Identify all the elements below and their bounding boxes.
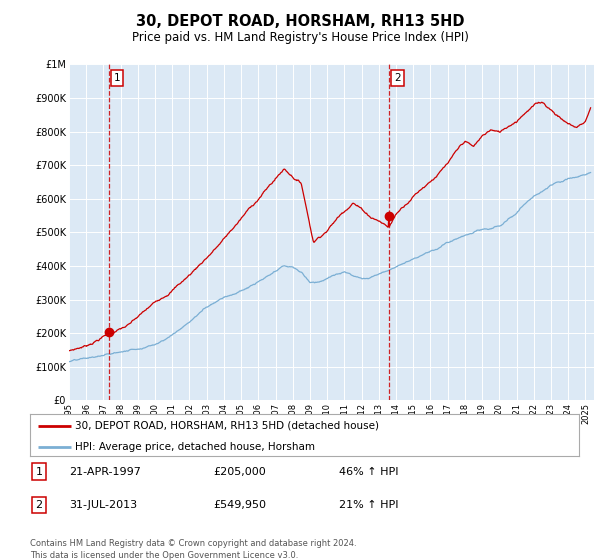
Text: 2: 2 xyxy=(394,73,401,83)
Text: HPI: Average price, detached house, Horsham: HPI: Average price, detached house, Hors… xyxy=(75,442,315,452)
Text: 21% ↑ HPI: 21% ↑ HPI xyxy=(339,500,398,510)
Text: £549,950: £549,950 xyxy=(213,500,266,510)
Text: 46% ↑ HPI: 46% ↑ HPI xyxy=(339,466,398,477)
Text: 2: 2 xyxy=(35,500,43,510)
Text: 30, DEPOT ROAD, HORSHAM, RH13 5HD (detached house): 30, DEPOT ROAD, HORSHAM, RH13 5HD (detac… xyxy=(75,421,379,431)
Text: Price paid vs. HM Land Registry's House Price Index (HPI): Price paid vs. HM Land Registry's House … xyxy=(131,31,469,44)
Text: 30, DEPOT ROAD, HORSHAM, RH13 5HD: 30, DEPOT ROAD, HORSHAM, RH13 5HD xyxy=(136,14,464,29)
Text: 21-APR-1997: 21-APR-1997 xyxy=(69,466,141,477)
Text: 31-JUL-2013: 31-JUL-2013 xyxy=(69,500,137,510)
Text: Contains HM Land Registry data © Crown copyright and database right 2024.
This d: Contains HM Land Registry data © Crown c… xyxy=(30,539,356,560)
Text: 1: 1 xyxy=(35,466,43,477)
Text: £205,000: £205,000 xyxy=(213,466,266,477)
Text: 1: 1 xyxy=(114,73,121,83)
